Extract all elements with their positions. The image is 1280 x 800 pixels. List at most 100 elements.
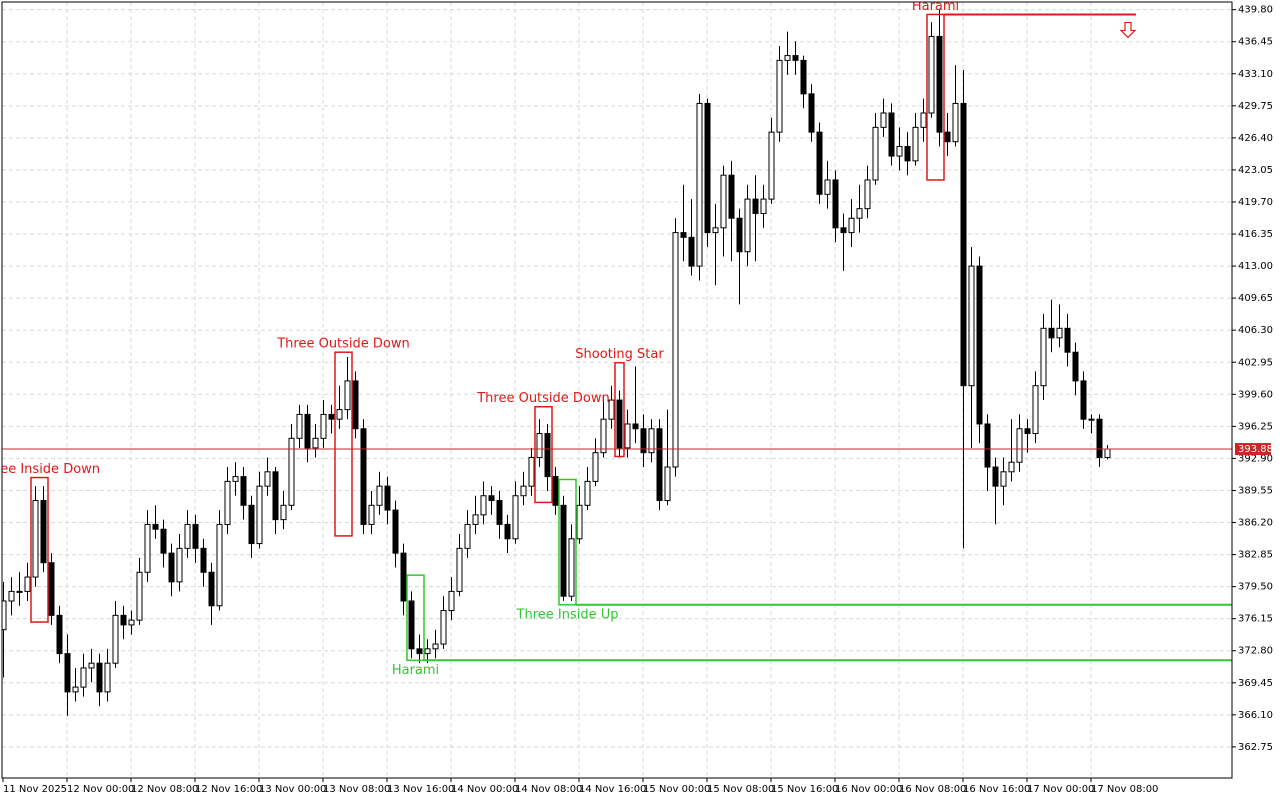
candle-body bbox=[472, 514, 479, 525]
candle-body bbox=[96, 662, 103, 693]
candle-body bbox=[960, 102, 967, 387]
y-tick-label: 382.85 bbox=[1238, 550, 1273, 561]
x-tick-label: 14 Nov 16:00 bbox=[579, 784, 646, 795]
candle-body bbox=[736, 217, 743, 253]
candle-body bbox=[304, 413, 311, 449]
candle-body bbox=[952, 102, 959, 143]
y-tick-label: 362.75 bbox=[1238, 742, 1273, 753]
candle-body bbox=[512, 495, 519, 540]
candle-body bbox=[1096, 418, 1103, 458]
candle-body bbox=[1104, 448, 1111, 458]
candle-body bbox=[560, 504, 567, 597]
candle-body bbox=[800, 59, 807, 95]
candle-body bbox=[232, 476, 239, 482]
candle-body bbox=[576, 504, 583, 540]
candle-body bbox=[8, 590, 15, 602]
candle-body bbox=[608, 399, 615, 420]
y-tick-label: 399.60 bbox=[1238, 389, 1273, 400]
candle-body bbox=[688, 236, 695, 267]
candle-body bbox=[72, 686, 79, 693]
candle-body bbox=[776, 59, 783, 133]
candle-body bbox=[544, 433, 551, 478]
x-tick-label: 12 Nov 08:00 bbox=[131, 784, 198, 795]
x-tick-label: 15 Nov 00:00 bbox=[643, 784, 710, 795]
candle-body bbox=[1048, 327, 1055, 339]
candle-body bbox=[696, 102, 703, 267]
candle-body bbox=[384, 485, 391, 511]
candle-body bbox=[88, 662, 95, 669]
candle-body bbox=[872, 126, 879, 181]
y-tick-label: 389.55 bbox=[1238, 485, 1273, 496]
candle-body bbox=[720, 174, 727, 229]
candle-body bbox=[896, 145, 903, 157]
x-tick-label: 16 Nov 08:00 bbox=[899, 784, 966, 795]
x-tick-label: 16 Nov 00:00 bbox=[835, 784, 902, 795]
candle-body bbox=[488, 495, 495, 502]
pattern-label: Three Inside Up bbox=[516, 607, 619, 622]
candle-body bbox=[120, 614, 127, 626]
axes: 439.80 436.45 433.10 429.75 426.40 423.05 419.… bbox=[2, 5, 1273, 795]
signal-arrow bbox=[1119, 21, 1137, 39]
candle-body bbox=[760, 198, 767, 214]
candle-body bbox=[216, 523, 223, 607]
x-tick-label: 11 Nov 2025 bbox=[3, 784, 67, 795]
candle-body bbox=[1032, 385, 1039, 435]
y-tick-label: 372.80 bbox=[1238, 646, 1273, 657]
candle-body bbox=[176, 547, 183, 583]
candle-body bbox=[648, 428, 655, 454]
candle-body bbox=[240, 476, 247, 506]
candle-body bbox=[832, 179, 839, 229]
candle-body bbox=[448, 590, 455, 612]
candle-body bbox=[880, 112, 887, 128]
candle-body bbox=[136, 571, 143, 621]
candle-body bbox=[432, 643, 439, 650]
candle-body bbox=[416, 648, 423, 655]
y-tick-label: 426.40 bbox=[1238, 133, 1273, 144]
candle-body bbox=[584, 480, 591, 506]
y-tick-label: 423.05 bbox=[1238, 165, 1273, 176]
candle-body bbox=[368, 504, 375, 525]
candle-body bbox=[792, 55, 799, 61]
candle-body bbox=[272, 471, 279, 521]
current-price-label: 393.88 bbox=[1238, 444, 1273, 455]
plot-border bbox=[1, 1, 1233, 779]
x-tick-label: 17 Nov 00:00 bbox=[1027, 784, 1094, 795]
y-tick-label: 376.15 bbox=[1238, 614, 1273, 625]
y-tick-label: 409.65 bbox=[1238, 293, 1273, 304]
candle-body bbox=[32, 500, 39, 578]
candle-body bbox=[456, 547, 463, 592]
candle-body bbox=[600, 418, 607, 454]
candle-body bbox=[752, 198, 759, 214]
candle-body bbox=[400, 552, 407, 602]
candle-body bbox=[168, 552, 175, 583]
candle-body bbox=[1024, 428, 1031, 435]
candle-body bbox=[504, 523, 511, 540]
y-tick-label: 369.45 bbox=[1238, 678, 1273, 689]
y-tick-label: 379.50 bbox=[1238, 582, 1273, 593]
candle-body bbox=[920, 112, 927, 128]
x-tick-label: 15 Nov 16:00 bbox=[771, 784, 838, 795]
candle-body bbox=[632, 423, 639, 430]
candle-body bbox=[104, 662, 111, 693]
candle-body bbox=[984, 423, 991, 468]
candle-body bbox=[312, 437, 319, 449]
current-price-box bbox=[1235, 443, 1271, 456]
candle-body bbox=[728, 174, 735, 219]
y-tick-label: 436.45 bbox=[1238, 37, 1273, 48]
pattern-box bbox=[926, 13, 945, 181]
candle-body bbox=[912, 126, 919, 162]
candle-body bbox=[224, 480, 231, 525]
candle-body bbox=[968, 265, 975, 387]
candle-body bbox=[616, 399, 623, 449]
candle-body bbox=[744, 198, 751, 253]
candle-body bbox=[624, 423, 631, 449]
x-tick-label: 13 Nov 08:00 bbox=[323, 784, 390, 795]
y-tick-label: 386.20 bbox=[1238, 518, 1273, 529]
candle-body bbox=[1056, 327, 1063, 339]
candle-body bbox=[160, 528, 167, 554]
candle-body bbox=[680, 232, 687, 238]
pattern-box bbox=[406, 574, 425, 662]
candle-body bbox=[1088, 418, 1095, 421]
